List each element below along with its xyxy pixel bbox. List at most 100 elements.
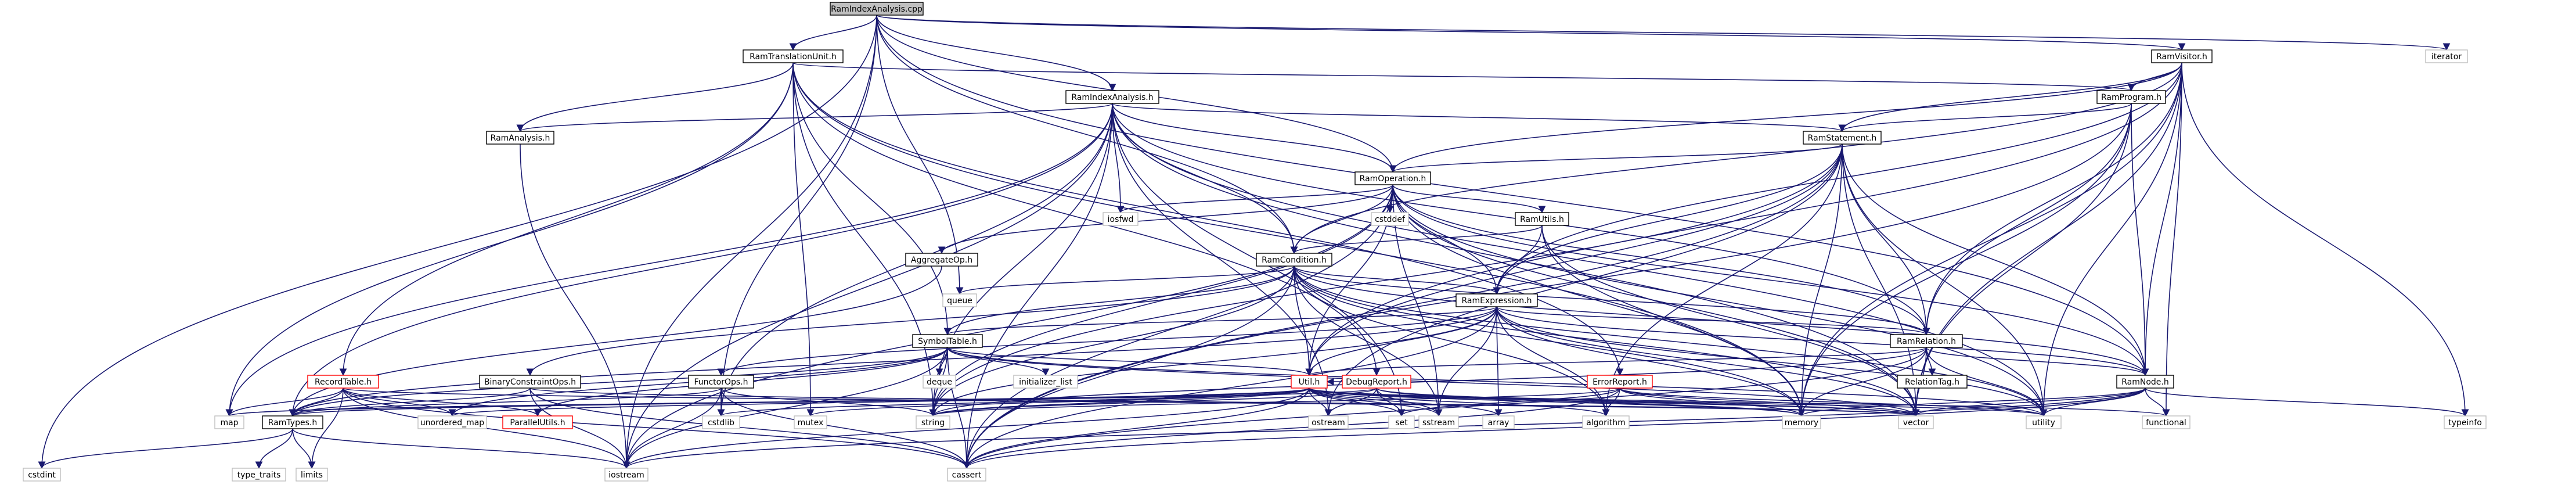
- node-ramutils-h[interactable]: RamUtils.h: [1515, 212, 1569, 226]
- node-box: [2425, 49, 2468, 63]
- node-util-h[interactable]: Util.h: [1291, 375, 1328, 389]
- node-box: [912, 334, 983, 348]
- node-relationtag-h[interactable]: RelationTag.h: [1897, 375, 1968, 389]
- node-ramprogram-h[interactable]: RamProgram.h: [2096, 90, 2166, 104]
- node-recordtable-h[interactable]: RecordTable.h: [307, 375, 379, 389]
- node-ramnode-h[interactable]: RamNode.h: [2116, 375, 2174, 389]
- node-label: iosfwd: [1108, 215, 1134, 224]
- edge-ramcondition-h-to-binaryconstraintops-h: [526, 265, 1295, 376]
- node-typeinfo: typeinfo: [2444, 415, 2487, 429]
- node-type-traits: type_traits: [232, 468, 286, 482]
- node-array: array: [1482, 415, 1515, 429]
- edge-symboltable-h-to-iostream: [622, 347, 948, 469]
- edge-ramprogram-h-to-vector: [1912, 103, 2132, 417]
- edge-binaryconstraintops-h-to-cassert: [529, 387, 971, 469]
- edge-ramindexanalysis-h-to-cassert: [963, 103, 1113, 469]
- node-functorops-h[interactable]: FunctorOps.h: [688, 375, 754, 389]
- node-box: [417, 415, 487, 429]
- node-aggregateop-h[interactable]: AggregateOp.h: [905, 253, 978, 267]
- node-label: algorithm: [1586, 418, 1626, 428]
- edge-ramcondition-h-to-queue: [956, 265, 1295, 295]
- edge-ramprogram-h-to-ramrelation-h: [1922, 103, 2132, 336]
- edge-ramvisitor-h-to-utility: [2040, 62, 2182, 417]
- edge-ramstatement-h-to-ramoperation-h: [1389, 143, 1843, 173]
- edge-ramindexanalysis-h-to-vector: [1112, 103, 1920, 417]
- edge-ramtypes-h-to-cstdint: [38, 428, 293, 469]
- node-ramexpression-h[interactable]: RamExpression.h: [1455, 293, 1538, 307]
- node-label: RamRelation.h: [1897, 337, 1956, 346]
- edge-ramnode-h-to-typeinfo: [2145, 387, 2469, 417]
- node-label: cstdlib: [708, 418, 734, 428]
- node-ramtypes-h[interactable]: RamTypes.h: [262, 415, 323, 429]
- edge-ramoperation-h-to-ramnode-h: [1392, 184, 2149, 376]
- edge-recordtable-h-to-unordered-map: [343, 387, 456, 417]
- edge-ramnode-h-to-iostream: [623, 387, 2146, 469]
- node-ramindexanalysis-cpp[interactable]: RamIndexAnalysis.cpp: [830, 2, 924, 16]
- node-box: [1103, 212, 1139, 226]
- edge-ramexpression-h-to-functorops-h: [717, 306, 1497, 376]
- edge-ramexpression-h-to-algorithm: [1496, 306, 1610, 417]
- node-map: map: [214, 415, 244, 429]
- edge-symboltable-h-to-util-h: [947, 347, 1313, 376]
- node-box: [502, 415, 573, 429]
- node-label: RamIndexAnalysis.cpp: [831, 5, 923, 14]
- edge-ramtypes-h-to-type-traits: [255, 428, 293, 469]
- edge-errorreport-h-to-memory: [1619, 387, 1806, 417]
- edge-symboltable-h-to-cassert: [947, 347, 971, 469]
- edge-ramstatement-h-to-algorithm: [1602, 143, 1843, 417]
- node-debugreport-h[interactable]: DebugReport.h: [1342, 375, 1411, 389]
- edge-ramcondition-h-to-cassert: [963, 265, 1295, 469]
- edge-ramcondition-h-to-symboltable-h: [943, 265, 1295, 336]
- node-label: deque: [927, 378, 952, 387]
- node-box: [1482, 415, 1515, 429]
- edge-ramcondition-h-to-memory: [1294, 265, 1806, 417]
- edge-ramexpression-h-to-cassert: [963, 306, 1497, 469]
- node-ramrelation-h[interactable]: RamRelation.h: [1890, 334, 1963, 348]
- edge-ramvisitor-h-to-typeinfo: [2181, 62, 2469, 417]
- node-box: [947, 468, 986, 482]
- node-box: [307, 375, 379, 389]
- node-ramoperation-h[interactable]: RamOperation.h: [1354, 171, 1431, 185]
- node-ramtranslationunit-h[interactable]: RamTranslationUnit.h: [743, 49, 844, 63]
- edge-ramtranslationunit-h-to-map: [225, 62, 794, 417]
- edge-ramexpression-h-to-utility: [1496, 306, 2048, 417]
- edge-recordtable-h-to-parallelutils-h: [343, 387, 542, 417]
- edge-ramindexanalysis-cpp-to-ramcondition-h: [876, 15, 1298, 254]
- node-label: cstdint: [28, 471, 56, 480]
- edge-debugreport-h-to-vector: [1376, 387, 1919, 417]
- node-box: [905, 253, 978, 267]
- node-box: [262, 415, 323, 429]
- node-layer: RamIndexAnalysis.cpp RamTranslationUnit.h…: [23, 2, 2487, 482]
- node-ramstatement-h[interactable]: RamStatement.h: [1803, 131, 1882, 145]
- edge-ramtranslationunit-h-to-symboltable-h: [792, 62, 952, 336]
- edge-ramutils-h-to-ramcondition-h: [1290, 225, 1543, 254]
- node-box: [1308, 415, 1349, 429]
- edge-ramstatement-h-to-cassert: [963, 143, 1843, 469]
- node-label: iterator: [2431, 52, 2462, 62]
- node-algorithm: algorithm: [1582, 415, 1630, 429]
- node-ramanalysis-h[interactable]: RamAnalysis.h: [486, 131, 554, 145]
- node-label: RamUtils.h: [1520, 215, 1564, 224]
- node-parallelutils-h[interactable]: ParallelUtils.h: [502, 415, 573, 429]
- node-box: [1587, 375, 1653, 389]
- node-symboltable-h[interactable]: SymbolTable.h: [912, 334, 983, 348]
- node-ramvisitor-h[interactable]: RamVisitor.h: [2151, 49, 2213, 63]
- node-ramindexanalysis-h[interactable]: RamIndexAnalysis.h: [1065, 90, 1159, 104]
- edge-ramvisitor-h-to-functional: [2162, 62, 2182, 417]
- node-label: FunctorOps.h: [694, 378, 748, 387]
- edge-ramprogram-h-to-ramnode-h: [2131, 103, 2149, 376]
- node-label: RamIndexAnalysis.h: [1071, 93, 1153, 102]
- edge-ramstatement-h-to-util-h: [1305, 143, 1843, 376]
- edge-ramindexanalysis-cpp-to-iostream: [622, 15, 877, 469]
- node-ramcondition-h[interactable]: RamCondition.h: [1256, 253, 1332, 267]
- node-box: [1013, 375, 1078, 389]
- node-binaryconstraintops-h[interactable]: BinaryConstraintOps.h: [479, 375, 581, 389]
- node-errorreport-h[interactable]: ErrorReport.h: [1587, 375, 1653, 389]
- node-box: [1782, 415, 1821, 429]
- edge-errorreport-h-to-string: [929, 387, 1620, 417]
- edge-ramvisitor-h-to-ramexpression-h: [1493, 62, 2182, 295]
- node-box: [1455, 293, 1538, 307]
- node-iostream: iostream: [604, 468, 648, 482]
- node-box: [688, 375, 754, 389]
